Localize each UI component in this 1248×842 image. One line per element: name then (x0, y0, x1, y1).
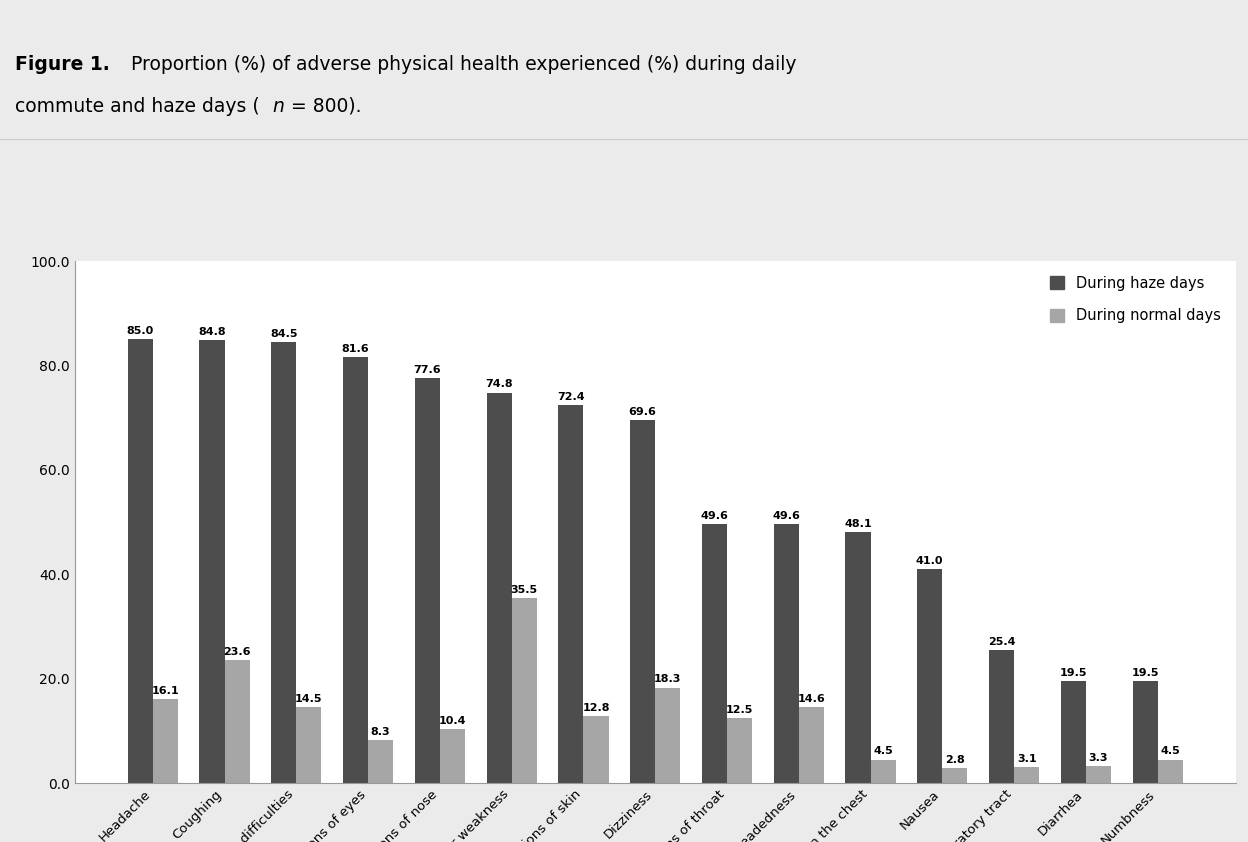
Bar (845, 532, 871, 783)
Bar (487, 392, 512, 783)
Bar (988, 651, 1015, 783)
Bar (728, 717, 753, 783)
Bar (1061, 681, 1086, 783)
Text: 4.5: 4.5 (874, 747, 894, 756)
Text: 2.8: 2.8 (945, 755, 965, 765)
Bar (439, 729, 466, 783)
Text: 85.0: 85.0 (126, 326, 154, 336)
Bar (368, 740, 393, 783)
Bar (701, 524, 728, 783)
Bar (200, 340, 225, 783)
Text: Figure 1.: Figure 1. (15, 55, 110, 74)
Text: 12.8: 12.8 (583, 703, 610, 713)
Text: 35.5: 35.5 (510, 584, 538, 594)
Bar (774, 524, 799, 783)
Text: 12.5: 12.5 (726, 705, 754, 715)
Bar (917, 569, 942, 783)
Text: 72.4: 72.4 (557, 392, 584, 402)
Text: 84.8: 84.8 (198, 328, 226, 338)
Text: n: n (272, 97, 285, 116)
Text: 19.5: 19.5 (1060, 669, 1087, 678)
Text: 49.6: 49.6 (773, 511, 800, 521)
Text: 3.3: 3.3 (1088, 753, 1108, 763)
Bar (871, 759, 896, 783)
Text: = 800).: = 800). (285, 97, 361, 116)
Bar (414, 378, 439, 783)
Bar (558, 405, 583, 783)
Bar (583, 717, 609, 783)
Text: 19.5: 19.5 (1132, 669, 1159, 678)
Text: 18.3: 18.3 (654, 674, 681, 685)
Text: 8.3: 8.3 (371, 727, 391, 737)
Bar (296, 707, 322, 783)
Text: 16.1: 16.1 (151, 686, 180, 695)
Bar (630, 419, 655, 783)
Text: 3.1: 3.1 (1017, 754, 1036, 764)
Bar (271, 342, 296, 783)
Bar (942, 769, 967, 783)
Bar (512, 598, 537, 783)
Text: 81.6: 81.6 (342, 344, 369, 354)
Text: 14.5: 14.5 (295, 695, 323, 704)
Text: 69.6: 69.6 (629, 407, 656, 417)
Text: 41.0: 41.0 (916, 556, 943, 566)
Text: 48.1: 48.1 (844, 519, 872, 529)
Text: 77.6: 77.6 (413, 365, 441, 375)
Text: 84.5: 84.5 (270, 329, 297, 338)
Text: 14.6: 14.6 (797, 694, 825, 704)
Text: 10.4: 10.4 (439, 716, 467, 726)
Text: 74.8: 74.8 (485, 380, 513, 390)
Bar (1132, 681, 1158, 783)
Bar (655, 688, 680, 783)
Text: 4.5: 4.5 (1161, 747, 1181, 756)
Bar (1086, 766, 1111, 783)
Bar (1158, 759, 1183, 783)
Text: 23.6: 23.6 (223, 647, 251, 657)
Bar (127, 339, 152, 783)
Text: 25.4: 25.4 (987, 637, 1016, 647)
Text: 49.6: 49.6 (700, 511, 729, 521)
Bar (152, 699, 178, 783)
Text: commute and haze days (: commute and haze days ( (15, 97, 260, 116)
Bar (225, 660, 250, 783)
Bar (343, 357, 368, 783)
Legend: During haze days, During normal days: During haze days, During normal days (1042, 269, 1228, 330)
Text: Proportion (%) of adverse physical health experienced (%) during daily: Proportion (%) of adverse physical healt… (131, 55, 796, 74)
Bar (799, 706, 824, 783)
Bar (1015, 767, 1040, 783)
